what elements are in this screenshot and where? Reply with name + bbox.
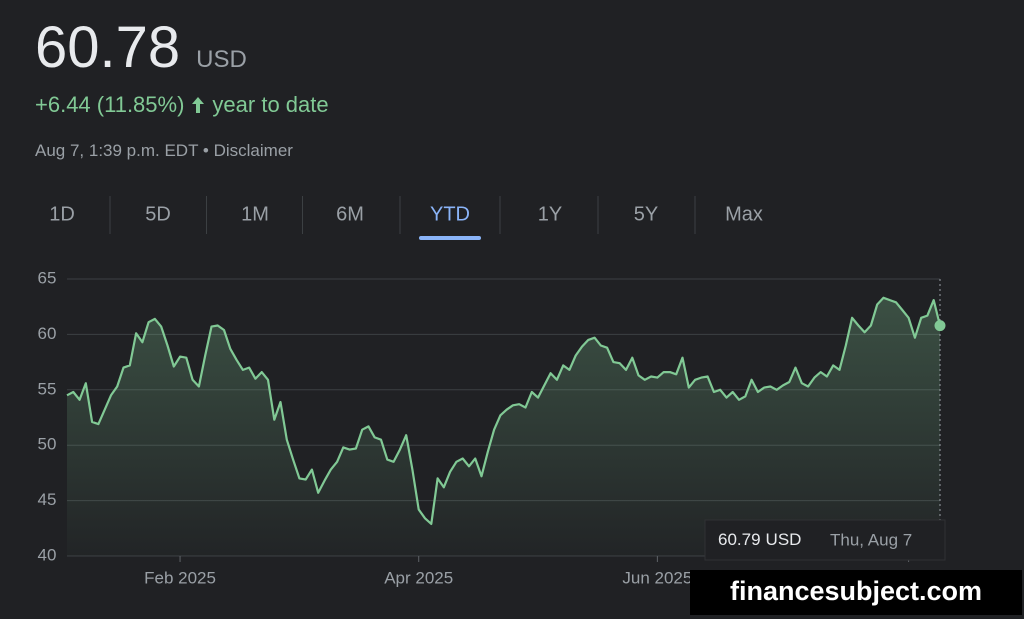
timestamp: Aug 7, 1:39 p.m. EDT (35, 141, 199, 160)
y-tick-label: 45 (38, 490, 57, 509)
up-arrow (192, 97, 205, 113)
change-row: +6.44 (11.85%) year to date (35, 92, 329, 118)
range-tab[interactable]: 5D (145, 203, 171, 225)
range-tab[interactable]: 6M (336, 203, 364, 225)
active-underline (419, 236, 481, 240)
disclaimer[interactable]: Disclaimer (213, 141, 293, 160)
tooltip-date: Thu, Aug 7 (830, 530, 912, 549)
time-row: Aug 7, 1:39 p.m. EDT • Disclaimer (35, 141, 293, 161)
x-tick-label: Feb 2025 (144, 568, 216, 587)
period: year to date (212, 92, 329, 117)
tooltip-price: 60.79 USD (718, 530, 801, 549)
range-tab[interactable]: YTD (430, 203, 470, 225)
y-tick-label: 60 (38, 324, 57, 343)
range-tab[interactable]: 1M (241, 203, 269, 225)
range-tab[interactable]: 5Y (634, 203, 658, 225)
currency: USD (196, 46, 247, 73)
area (67, 297, 940, 556)
y-tick-label: 50 (38, 435, 57, 454)
watermark: financesubject.com (730, 576, 982, 606)
range-tab[interactable]: 1Y (538, 203, 562, 225)
price-row: 60.78 USD (35, 14, 247, 81)
change: +6.44 (11.85%) (35, 92, 185, 117)
x-tick-label: Apr 2025 (384, 568, 453, 587)
range-tab[interactable]: Max (725, 203, 763, 225)
tooltip-currency: USD (766, 530, 802, 549)
price: 60.78 (35, 15, 181, 80)
y-tick-label: 55 (38, 379, 57, 398)
last-point (934, 320, 946, 332)
y-tick-label: 40 (38, 545, 57, 564)
range-tab[interactable]: 1D (49, 203, 75, 225)
tooltip-box (704, 519, 946, 561)
tooltip-value: 60.79 (718, 530, 761, 549)
separator: • (202, 141, 209, 160)
watermark-box (690, 570, 1022, 615)
x-tick-label: Jun 2025 (622, 568, 692, 587)
price-line (66, 296, 942, 525)
y-tick-label: 65 (38, 268, 57, 287)
